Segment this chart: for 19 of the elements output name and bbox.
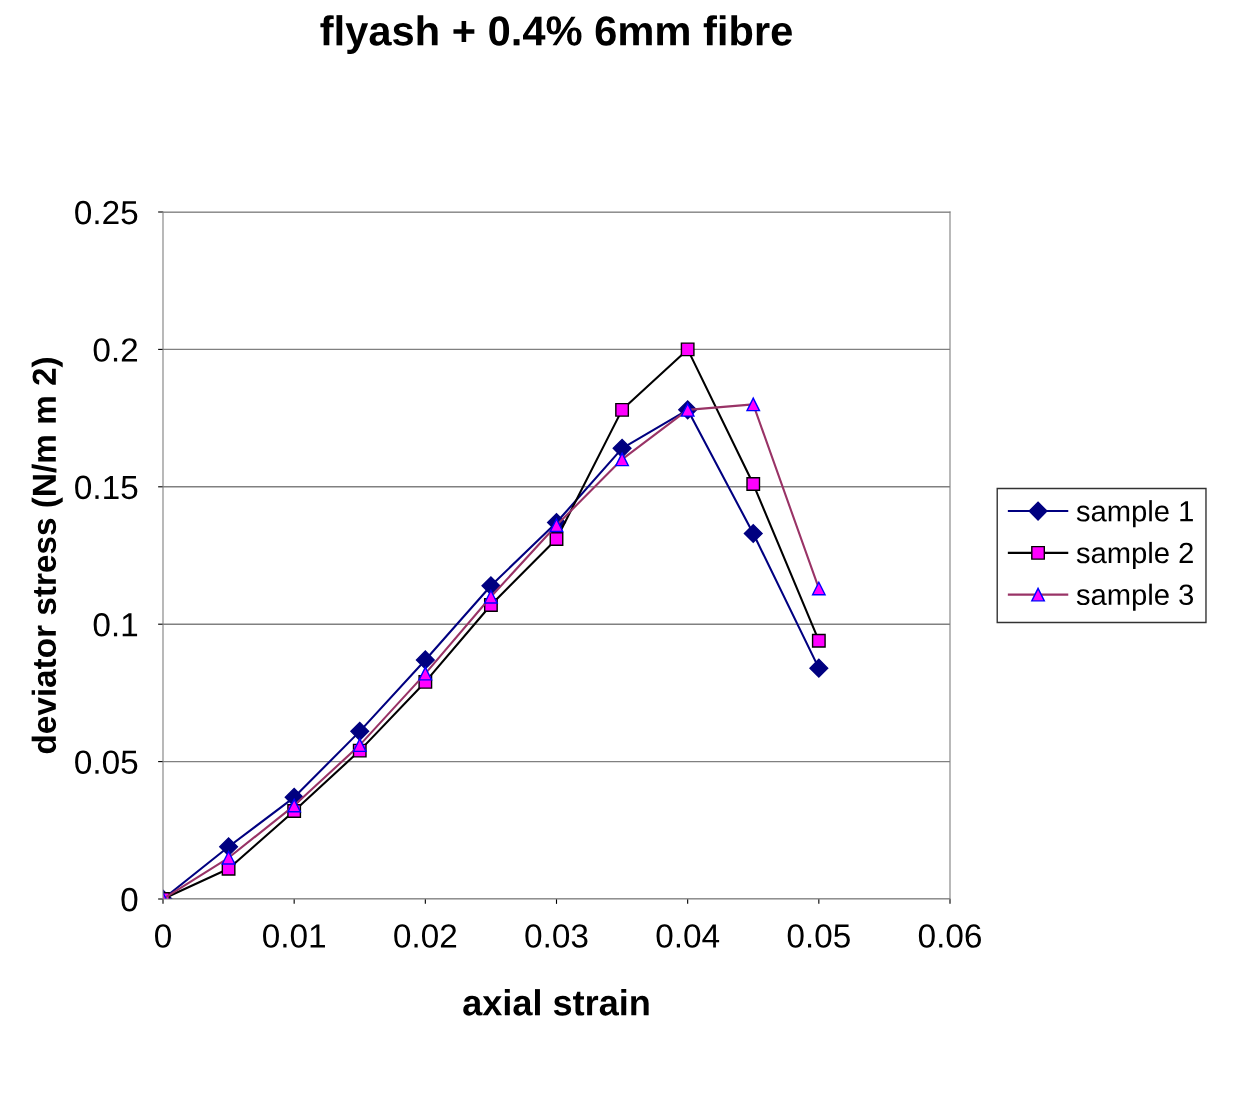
x-tick-label: 0.06 — [918, 924, 981, 948]
y-axis-title: deviator stress (N/m m 2) — [31, 358, 63, 754]
x-tick-label: 0 — [155, 924, 171, 948]
y-tick-label: 0.05 — [75, 750, 138, 775]
legend-label: sample 3 — [1076, 583, 1194, 611]
x-tick-label: 0.02 — [394, 924, 457, 948]
y-tick-label: 0.25 — [75, 200, 138, 225]
legend-label: sample 1 — [1076, 500, 1193, 528]
x-tick-label: 0.03 — [525, 924, 588, 948]
y-tick-label: 0.2 — [93, 338, 138, 362]
x-axis-title: axial strain — [463, 989, 649, 1016]
x-tick-label: 0.04 — [656, 924, 720, 948]
legend-label: sample 2 — [1076, 541, 1193, 570]
y-tick-label: 0 — [121, 887, 138, 912]
x-tick-label: 0.01 — [263, 924, 325, 948]
x-tick-label: 0.05 — [787, 924, 850, 948]
y-tick-label: 0.1 — [93, 613, 138, 637]
y-tick-label: 0.15 — [75, 475, 138, 500]
chart-title: flyash + 0.4% 6mm fibre — [320, 15, 792, 54]
